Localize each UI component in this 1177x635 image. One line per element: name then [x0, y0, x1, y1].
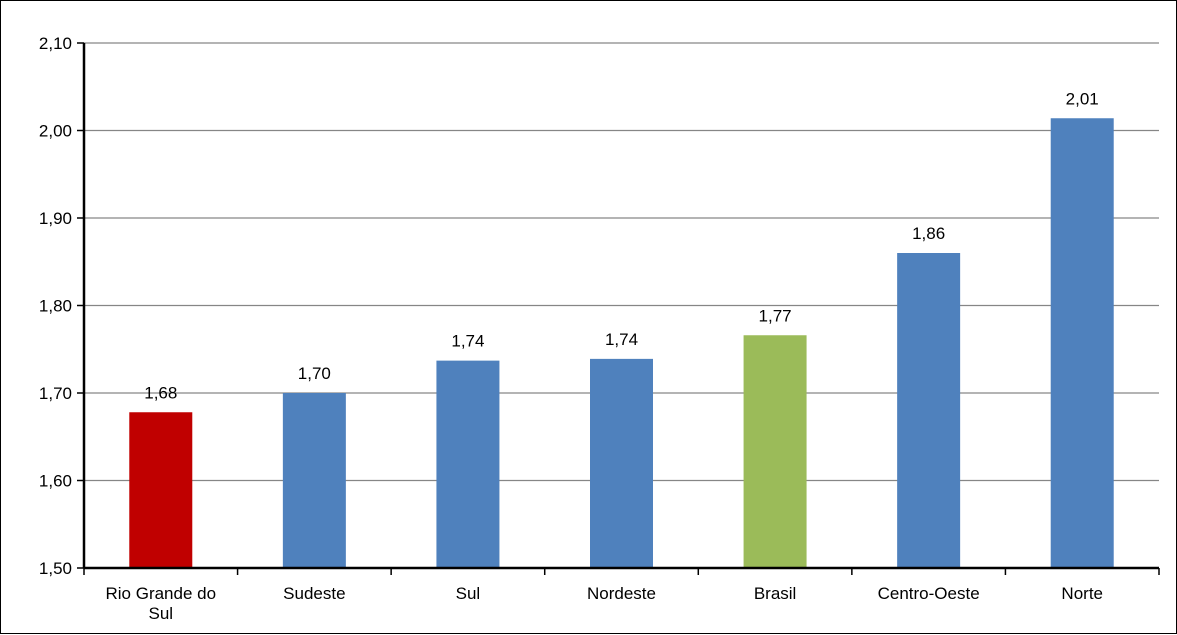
category-label: Sul	[148, 604, 173, 623]
data-label: 1,68	[144, 383, 177, 402]
bars	[129, 118, 1114, 568]
category-label: Sul	[456, 584, 481, 603]
bar	[590, 358, 653, 568]
category-label: Nordeste	[587, 584, 656, 603]
bar	[436, 360, 500, 568]
category-label: Rio Grande do	[105, 584, 216, 603]
category-label: Centro-Oeste	[878, 584, 980, 603]
bar	[743, 335, 807, 568]
data-label: 1,74	[451, 332, 484, 351]
category-label: Norte	[1061, 584, 1103, 603]
y-tick-label: 1,50	[39, 559, 72, 578]
category-label: Brasil	[754, 584, 797, 603]
bar	[1050, 118, 1114, 568]
y-tick-label: 2,00	[39, 122, 72, 141]
bar	[282, 393, 346, 568]
data-label: 1,70	[298, 364, 331, 383]
labels: 1,50 1,60 1,70 1,80 1,90 2,00 2,10 1,68 Rio Gran…	[39, 34, 1103, 623]
bar	[129, 412, 193, 568]
gridlines	[84, 42, 1159, 482]
data-label: 1,74	[605, 330, 638, 349]
bar	[897, 253, 961, 568]
data-label: 1,77	[759, 306, 792, 325]
data-label: 2,01	[1066, 89, 1099, 108]
y-tick-label: 1,70	[39, 384, 72, 403]
category-label: Sudeste	[283, 584, 345, 603]
y-tick-label: 2,10	[39, 34, 72, 53]
y-tick-label: 1,80	[39, 297, 72, 316]
y-tick-label: 1,90	[39, 209, 72, 228]
y-tick-label: 1,60	[39, 472, 72, 491]
axes	[77, 42, 1160, 575]
data-label: 1,86	[912, 224, 945, 243]
